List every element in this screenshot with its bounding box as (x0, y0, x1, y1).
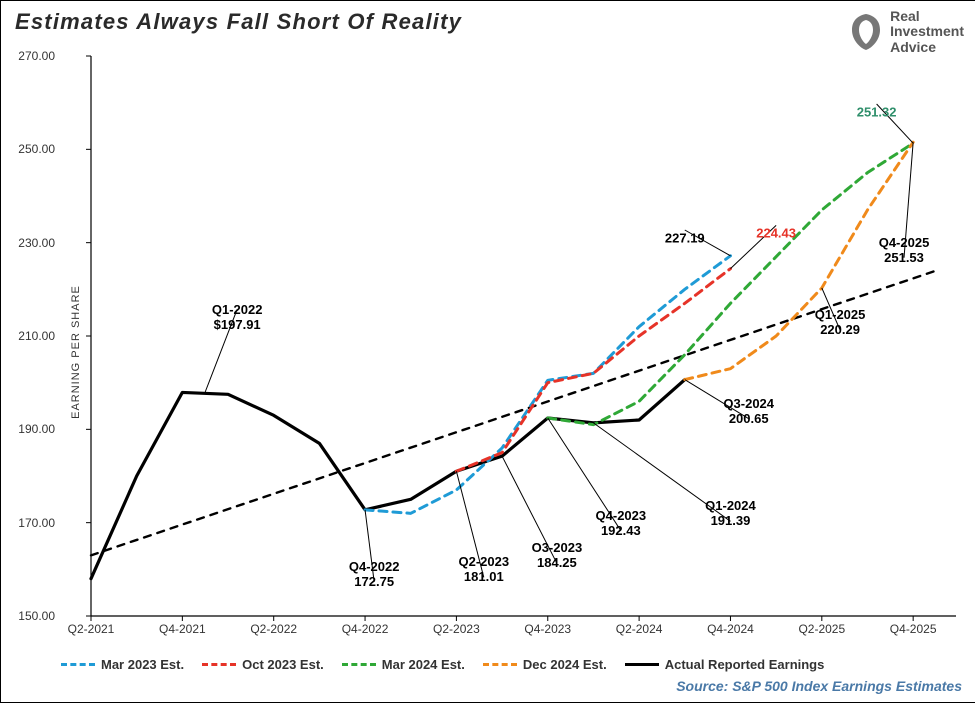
brand-line1: Real (890, 9, 964, 24)
series-oct2023 (456, 269, 730, 472)
annotation-text: Q1-2022 (212, 302, 263, 317)
x-tick: Q4-2025 (890, 622, 937, 636)
annotation-text: Q2-2023 (459, 554, 510, 569)
legend-swatch (625, 663, 659, 666)
annotation-text: 227.19 (665, 231, 705, 246)
legend-item-dec2024: Dec 2024 Est. (483, 657, 607, 672)
legend-swatch (483, 663, 517, 666)
lion-icon (848, 12, 884, 52)
annotation-text: O3-2023 (532, 540, 583, 555)
annotation-text: 192.43 (596, 523, 647, 538)
annotation-text: Q4-2022 (349, 559, 400, 574)
brand-line3: Advice (890, 40, 964, 55)
annotation-q2_2023: Q2-2023181.01 (459, 554, 510, 584)
annotation-text: Q1-2024 (705, 498, 756, 513)
annotation-v_25132: 251.32 (857, 105, 897, 120)
annotation-text: 184.25 (532, 555, 583, 570)
annotation-text: $197.91 (212, 317, 263, 332)
x-tick: Q4-2024 (707, 622, 754, 636)
annotation-text: 200.65 (723, 411, 774, 426)
annotation-q1_2022: Q1-2022$197.91 (212, 302, 263, 332)
y-tick: 270.00 (18, 49, 55, 63)
annotation-q4_2025: Q4-2025251.53 (879, 235, 930, 265)
annotation-v_22443: 224.43 (756, 226, 796, 241)
y-tick: 230.00 (18, 236, 55, 250)
legend: Mar 2023 Est. Oct 2023 Est. Mar 2024 Est. D… (61, 657, 956, 672)
annotation-v_22719: 227.19 (665, 231, 705, 246)
legend-item-oct2023: Oct 2023 Est. (202, 657, 324, 672)
annotation-q4_2023: Q4-2023192.43 (596, 508, 647, 538)
x-tick: Q4-2022 (342, 622, 389, 636)
y-tick: 170.00 (18, 516, 55, 530)
brand-logo: Real Investment Advice (848, 9, 964, 55)
legend-swatch (342, 663, 376, 666)
legend-label: Mar 2024 Est. (382, 657, 465, 672)
annotation-text: 251.32 (857, 105, 897, 120)
x-tick: Q2-2022 (250, 622, 297, 636)
legend-item-actual: Actual Reported Earnings (625, 657, 825, 672)
x-tick: Q2-2024 (616, 622, 663, 636)
annotation-q3_2024: Q3-2024200.65 (723, 396, 774, 426)
annotation-text: 251.53 (879, 250, 930, 265)
legend-label: Mar 2023 Est. (101, 657, 184, 672)
annotation-text: 220.29 (815, 322, 866, 337)
x-tick: Q2-2021 (68, 622, 115, 636)
y-tick: 190.00 (18, 422, 55, 436)
legend-swatch (61, 663, 95, 666)
series-actual (91, 380, 685, 579)
x-tick: Q4-2021 (159, 622, 206, 636)
x-tick: Q2-2023 (433, 622, 480, 636)
annotation-text: Q4-2025 (879, 235, 930, 250)
y-tick: 210.00 (18, 329, 55, 343)
annotation-text: 224.43 (756, 226, 796, 241)
legend-label: Oct 2023 Est. (242, 657, 324, 672)
y-tick: 250.00 (18, 142, 55, 156)
legend-item-mar2023: Mar 2023 Est. (61, 657, 184, 672)
annotation-q1_2024: Q1-2024191.39 (705, 498, 756, 528)
annotation-text: 191.39 (705, 513, 756, 528)
annotation-text: 181.01 (459, 569, 510, 584)
y-tick: 150.00 (18, 609, 55, 623)
legend-item-mar2024: Mar 2024 Est. (342, 657, 465, 672)
source-text: Source: S&P 500 Index Earnings Estimates (676, 678, 962, 694)
plot-area: 150.00170.00190.00210.00230.00250.00270.… (61, 56, 956, 616)
annotation-text: Q3-2024 (723, 396, 774, 411)
brand-text: Real Investment Advice (890, 9, 964, 55)
annotation-text: Q4-2023 (596, 508, 647, 523)
x-tick: Q2-2025 (798, 622, 845, 636)
annotation-text: Q1-2025 (815, 307, 866, 322)
legend-swatch (202, 663, 236, 666)
legend-label: Actual Reported Earnings (665, 657, 825, 672)
brand-line2: Investment (890, 24, 964, 39)
chart-container: Estimates Always Fall Short Of Reality R… (0, 0, 975, 703)
legend-label: Dec 2024 Est. (523, 657, 607, 672)
chart-title: Estimates Always Fall Short Of Reality (15, 9, 462, 35)
annotation-text: 172.75 (349, 574, 400, 589)
annotation-o3_2023: O3-2023184.25 (532, 540, 583, 570)
x-tick: Q4-2023 (524, 622, 571, 636)
annotation-q4_2022: Q4-2022172.75 (349, 559, 400, 589)
annotation-q1_2025: Q1-2025220.29 (815, 307, 866, 337)
